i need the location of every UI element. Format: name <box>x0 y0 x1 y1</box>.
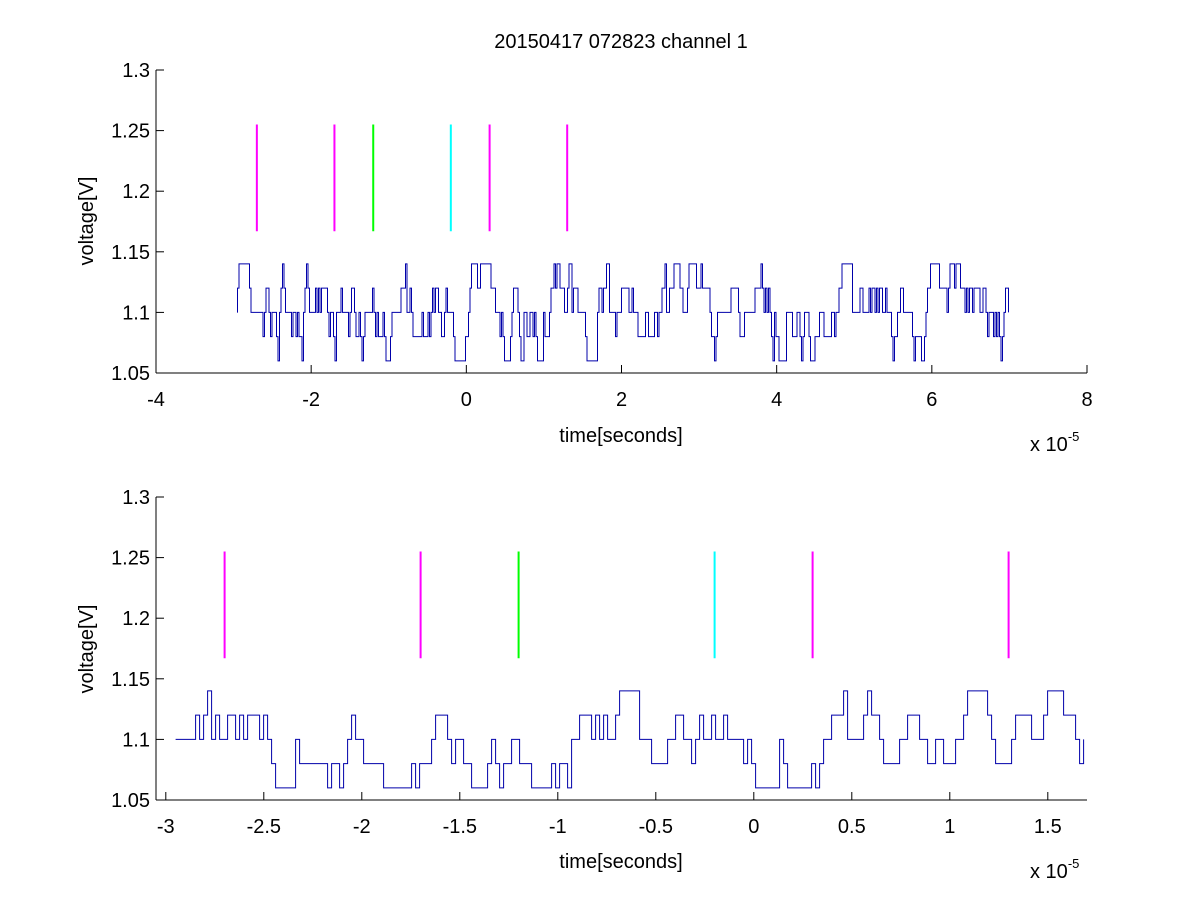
top-y-tick-label: 1.15 <box>111 242 150 264</box>
top-x-tick-label: 2 <box>616 389 627 411</box>
bottom-x-tick-label: -0.5 <box>639 816 673 838</box>
top-y-axis-label: voltage[V] <box>76 177 98 266</box>
bottom-subplot: time[seconds] voltage[V] x 10-5 -3 -2.5 -2… <box>76 487 1087 883</box>
bottom-x-tick-label: -2.5 <box>247 816 281 838</box>
bottom-x-tick-label: -2 <box>353 816 371 838</box>
top-x-tick-label: 4 <box>771 389 782 411</box>
bottom-y-axis-label: voltage[V] <box>76 605 98 694</box>
bottom-x-tick-label: 1 <box>944 816 955 838</box>
top-x-tick-label: 6 <box>926 389 937 411</box>
bottom-x-tick-label: -1 <box>549 816 567 838</box>
top-y-tick-label: 1.3 <box>122 60 150 82</box>
bottom-y-tick-label: 1.05 <box>111 790 150 812</box>
top-x-ticks: -4 -2 0 2 4 6 8 <box>147 365 1093 411</box>
figure-title: 20150417 072823 channel 1 <box>494 31 748 53</box>
top-event-markers <box>255 124 569 232</box>
top-x-tick-label: 0 <box>461 389 472 411</box>
bottom-event-markers <box>223 551 1010 659</box>
bottom-y-tick-label: 1.3 <box>122 487 150 509</box>
top-y-tick-label: 1.05 <box>111 363 150 385</box>
top-y-tick-label: 1.2 <box>122 181 150 203</box>
top-y-tick-label: 1.25 <box>111 121 150 143</box>
bottom-x-tick-label: 0.5 <box>838 816 866 838</box>
bottom-x-axis-label: time[seconds] <box>559 851 682 873</box>
top-x-multiplier: x 10-5 <box>1030 429 1079 456</box>
bottom-x-tick-label: -1.5 <box>443 816 477 838</box>
bottom-x-tick-label: -3 <box>157 816 175 838</box>
bottom-y-tick-label: 1.2 <box>122 608 150 630</box>
bottom-voltage-trace <box>175 690 1085 789</box>
top-x-tick-label: -2 <box>302 389 320 411</box>
bottom-x-ticks: -3 -2.5 -2 -1.5 -1 -0.5 0 0.5 1 1.5 <box>157 792 1062 838</box>
bottom-y-tick-label: 1.1 <box>122 729 150 751</box>
top-y-ticks: 1.05 1.1 1.15 1.2 1.25 1.3 <box>111 60 164 385</box>
bottom-x-multiplier: x 10-5 <box>1030 856 1079 883</box>
top-subplot: time[seconds] voltage[V] x 10-5 -4 -2 0 2 4 6… <box>76 60 1093 456</box>
top-voltage-trace <box>237 263 1009 362</box>
top-x-tick-label: -4 <box>147 389 165 411</box>
top-y-tick-label: 1.1 <box>122 302 150 324</box>
bottom-y-ticks: 1.05 1.1 1.15 1.2 1.25 1.3 <box>111 487 164 812</box>
top-x-tick-label: 8 <box>1081 389 1092 411</box>
top-x-axis-label: time[seconds] <box>559 425 682 447</box>
bottom-x-tick-label: 1.5 <box>1034 816 1062 838</box>
bottom-y-tick-label: 1.15 <box>111 669 150 691</box>
bottom-y-tick-label: 1.25 <box>111 548 150 570</box>
bottom-x-tick-label: 0 <box>748 816 759 838</box>
